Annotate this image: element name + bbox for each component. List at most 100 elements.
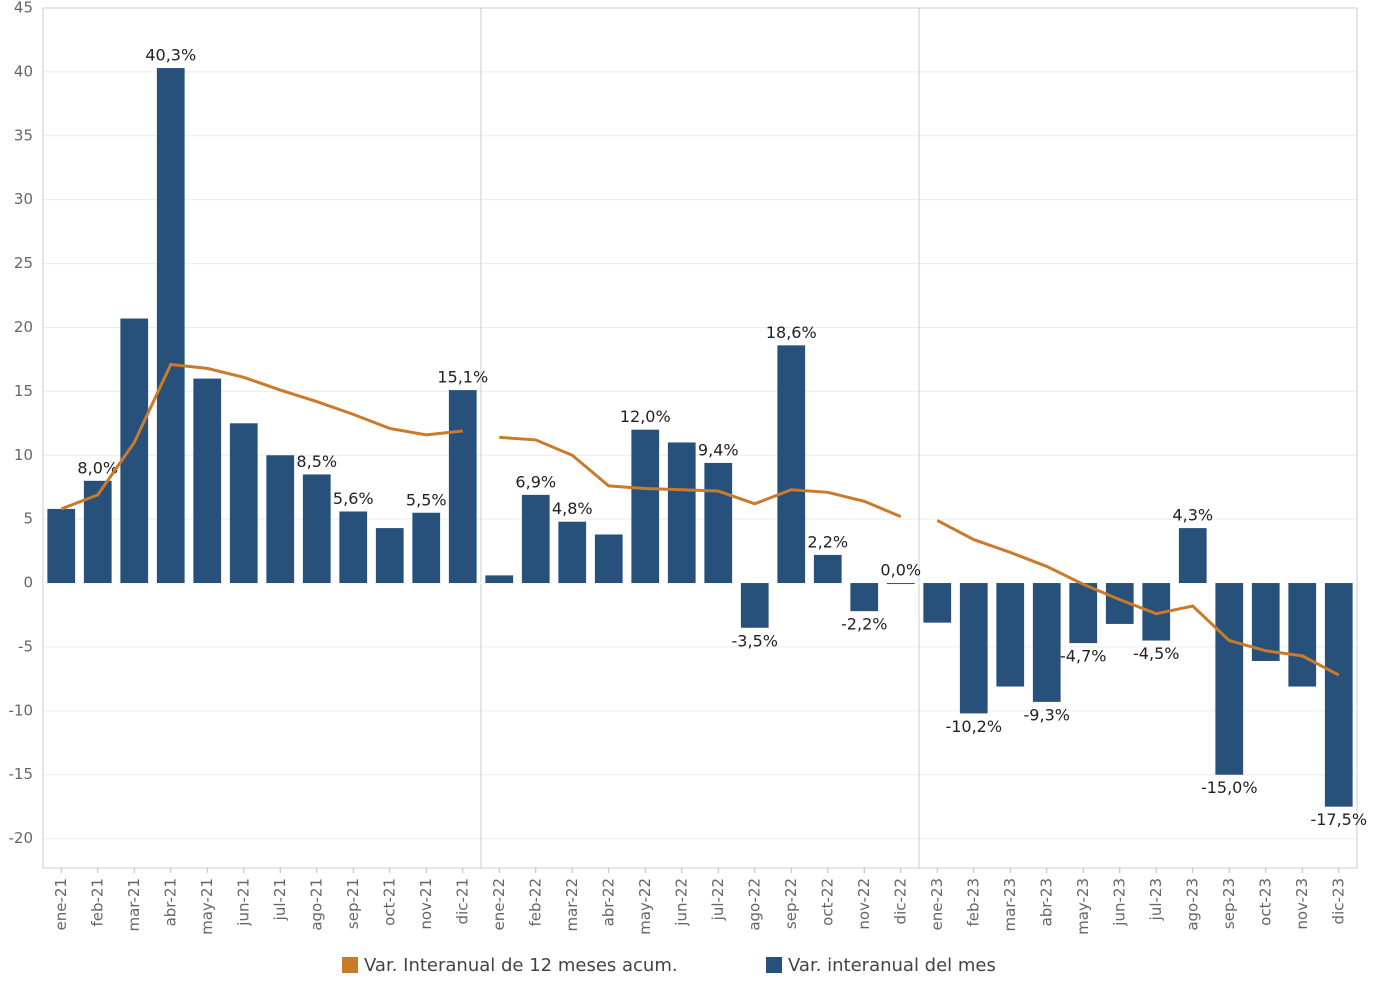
x-tick-label: dic-21 — [453, 878, 471, 924]
x-tick-label: oct-21 — [380, 878, 398, 926]
bar — [1324, 583, 1353, 807]
value-label: 12,0% — [620, 407, 671, 426]
bar — [448, 390, 477, 584]
bar — [923, 583, 952, 623]
value-label: 5,5% — [406, 490, 447, 509]
y-tick-label: 45 — [14, 0, 33, 17]
x-tick-label: abr-23 — [1037, 878, 1055, 926]
value-label: 0,0% — [880, 561, 921, 580]
y-tick-label: 5 — [23, 510, 33, 528]
x-tick-label: may-23 — [1074, 878, 1092, 935]
x-tick-label: jun-22 — [672, 878, 690, 927]
bar — [777, 345, 806, 584]
bar — [193, 378, 222, 584]
y-tick-label: -15 — [9, 765, 34, 783]
y-tick-label: 30 — [14, 190, 33, 208]
x-tick-label: jun-21 — [234, 878, 252, 927]
bar — [521, 494, 550, 584]
value-label: -15,0% — [1201, 778, 1258, 797]
bar — [1178, 528, 1207, 584]
bar — [558, 521, 587, 584]
bar — [412, 512, 441, 584]
bar — [1032, 583, 1061, 702]
bar — [229, 423, 258, 584]
y-tick-label: -5 — [18, 637, 33, 655]
bar — [886, 583, 915, 585]
x-tick-label: oct-23 — [1256, 878, 1274, 926]
value-label: 8,5% — [296, 452, 337, 471]
legend-label: Var. Interanual de 12 meses acum. — [364, 955, 678, 976]
x-tick-label: abr-21 — [161, 878, 179, 926]
line — [60, 362, 463, 511]
y-tick-label: 15 — [14, 382, 33, 400]
x-tick-label: mar-21 — [125, 878, 143, 932]
x-tick-label: ene-22 — [490, 878, 508, 930]
bar — [47, 508, 76, 584]
bar — [850, 583, 879, 612]
x-tick-label: ago-23 — [1183, 878, 1201, 931]
bar — [1288, 583, 1317, 687]
legend-swatch — [766, 957, 782, 973]
bar — [375, 528, 404, 584]
y-tick-label: 40 — [14, 62, 33, 80]
x-tick-label: abr-22 — [599, 878, 617, 926]
x-tick-label: jun-23 — [1110, 878, 1128, 927]
value-label: 8,0% — [77, 458, 118, 477]
x-tick-label: mar-22 — [563, 878, 581, 932]
bar — [704, 462, 733, 584]
y-tick-label: 0 — [23, 574, 33, 592]
value-label: 40,3% — [145, 46, 196, 65]
plot-frame — [42, 7, 1358, 869]
bar — [156, 68, 185, 584]
value-label: -2,2% — [841, 615, 887, 634]
value-label: -17,5% — [1310, 810, 1367, 829]
value-label: 5,6% — [333, 489, 374, 508]
bar — [1215, 583, 1244, 775]
y-tick-label: 10 — [14, 446, 33, 464]
y-tick-label: 25 — [14, 254, 33, 272]
bar — [594, 534, 623, 584]
value-label: -10,2% — [945, 717, 1002, 736]
x-tick-label: oct-22 — [818, 878, 836, 926]
x-tick-label: ago-21 — [307, 878, 325, 931]
x-tick-label: dic-22 — [891, 878, 909, 924]
bar — [485, 575, 514, 584]
value-label: 2,2% — [807, 532, 848, 551]
bar — [302, 474, 331, 584]
line — [936, 519, 1340, 677]
bar — [266, 455, 295, 584]
x-tick-label: feb-23 — [964, 878, 982, 927]
x-tick-label: may-22 — [636, 878, 654, 935]
value-label: 9,4% — [698, 440, 739, 459]
bar — [120, 318, 149, 584]
x-tick-label: jul-23 — [1147, 878, 1165, 921]
x-tick-label: sep-22 — [782, 878, 800, 929]
y-tick-label: -10 — [9, 701, 34, 719]
x-tick-label: jul-22 — [709, 878, 727, 921]
line — [499, 435, 902, 518]
x-tick-label: jul-21 — [271, 878, 289, 921]
x-tick-label: dic-23 — [1329, 878, 1347, 924]
x-tick-label: feb-21 — [88, 878, 106, 927]
bar — [740, 583, 769, 628]
bar — [631, 429, 660, 584]
value-label: 18,6% — [766, 323, 817, 342]
legend-label: Var. interanual del mes — [788, 955, 996, 976]
x-tick-label: nov-21 — [417, 878, 435, 930]
x-tick-label: sep-21 — [344, 878, 362, 929]
value-label: -4,7% — [1060, 647, 1106, 666]
bar — [1069, 583, 1098, 644]
value-label: 15,1% — [437, 368, 488, 387]
bar — [996, 583, 1025, 687]
y-tick-label: 20 — [14, 318, 33, 336]
x-tick-label: ene-21 — [52, 878, 70, 930]
bar — [813, 554, 842, 584]
x-tick-label: ago-22 — [745, 878, 763, 931]
x-tick-label: feb-22 — [526, 878, 544, 927]
bar — [959, 583, 988, 714]
value-label: -4,5% — [1133, 644, 1179, 663]
y-tick-label: 35 — [14, 126, 33, 144]
x-tick-label: sep-23 — [1220, 878, 1238, 929]
x-tick-label: nov-22 — [855, 878, 873, 930]
